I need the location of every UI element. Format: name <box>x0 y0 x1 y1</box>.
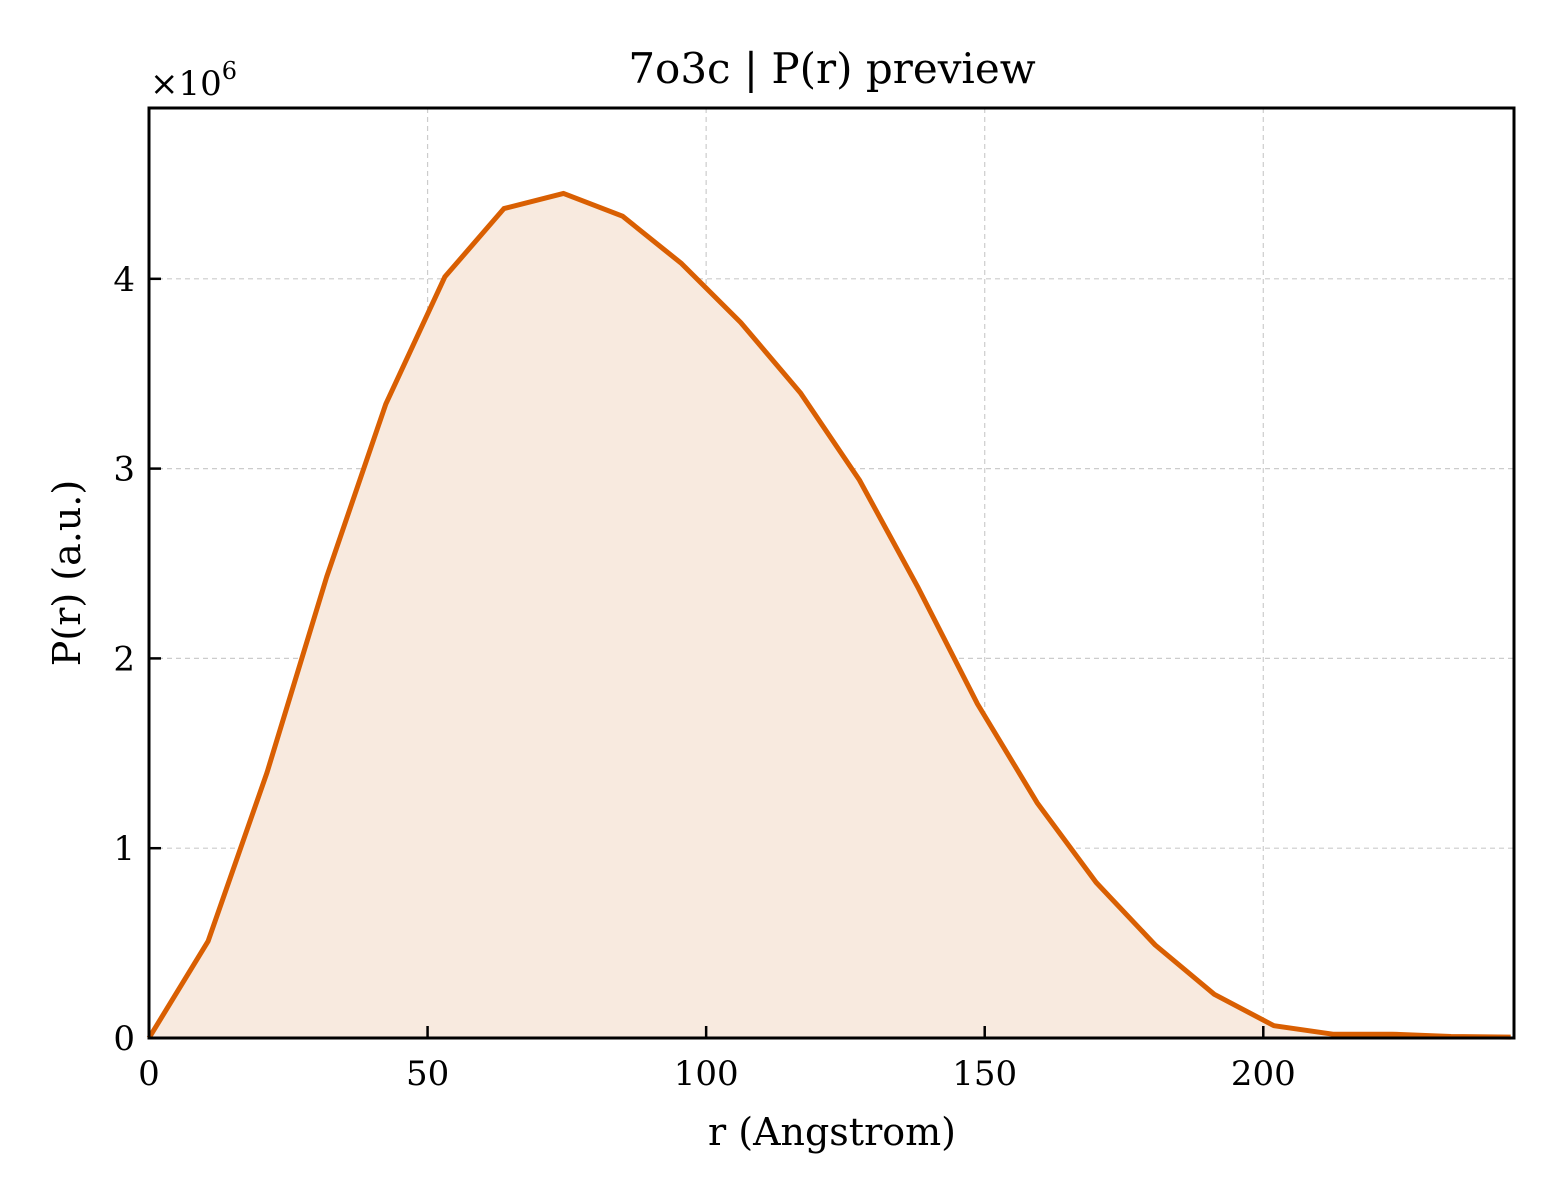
chart-title: 7o3c | P(r) preview <box>628 44 1035 93</box>
y-tick-label: 1 <box>113 829 135 869</box>
y-tick-label: 3 <box>113 450 135 490</box>
y-tick-label: 2 <box>113 639 135 679</box>
y-multiplier-exponent: 6 <box>222 57 237 85</box>
x-axis-ticks: 0 50 100 150 200 <box>138 1026 1296 1094</box>
pr-series-line <box>146 190 1511 1040</box>
y-tick-label: 4 <box>113 260 135 300</box>
y-axis-multiplier: ×106 <box>150 57 237 104</box>
plot-frame <box>147 106 1516 1040</box>
y-tick-label: 0 <box>113 1019 135 1059</box>
x-tick-label: 0 <box>138 1054 160 1094</box>
y-axis-ticks: 0 1 2 3 4 <box>113 260 161 1059</box>
x-tick-label: 200 <box>1231 1054 1296 1094</box>
y-multiplier-base: ×10 <box>150 64 222 104</box>
x-tick-label: 50 <box>406 1054 449 1094</box>
pr-area-fill <box>149 193 1511 1038</box>
y-axis-label: P(r) (a.u.) <box>45 480 89 666</box>
x-tick-label: 150 <box>952 1054 1017 1094</box>
x-tick-label: 100 <box>674 1054 739 1094</box>
x-axis-label: r (Angstrom) <box>708 1110 956 1154</box>
